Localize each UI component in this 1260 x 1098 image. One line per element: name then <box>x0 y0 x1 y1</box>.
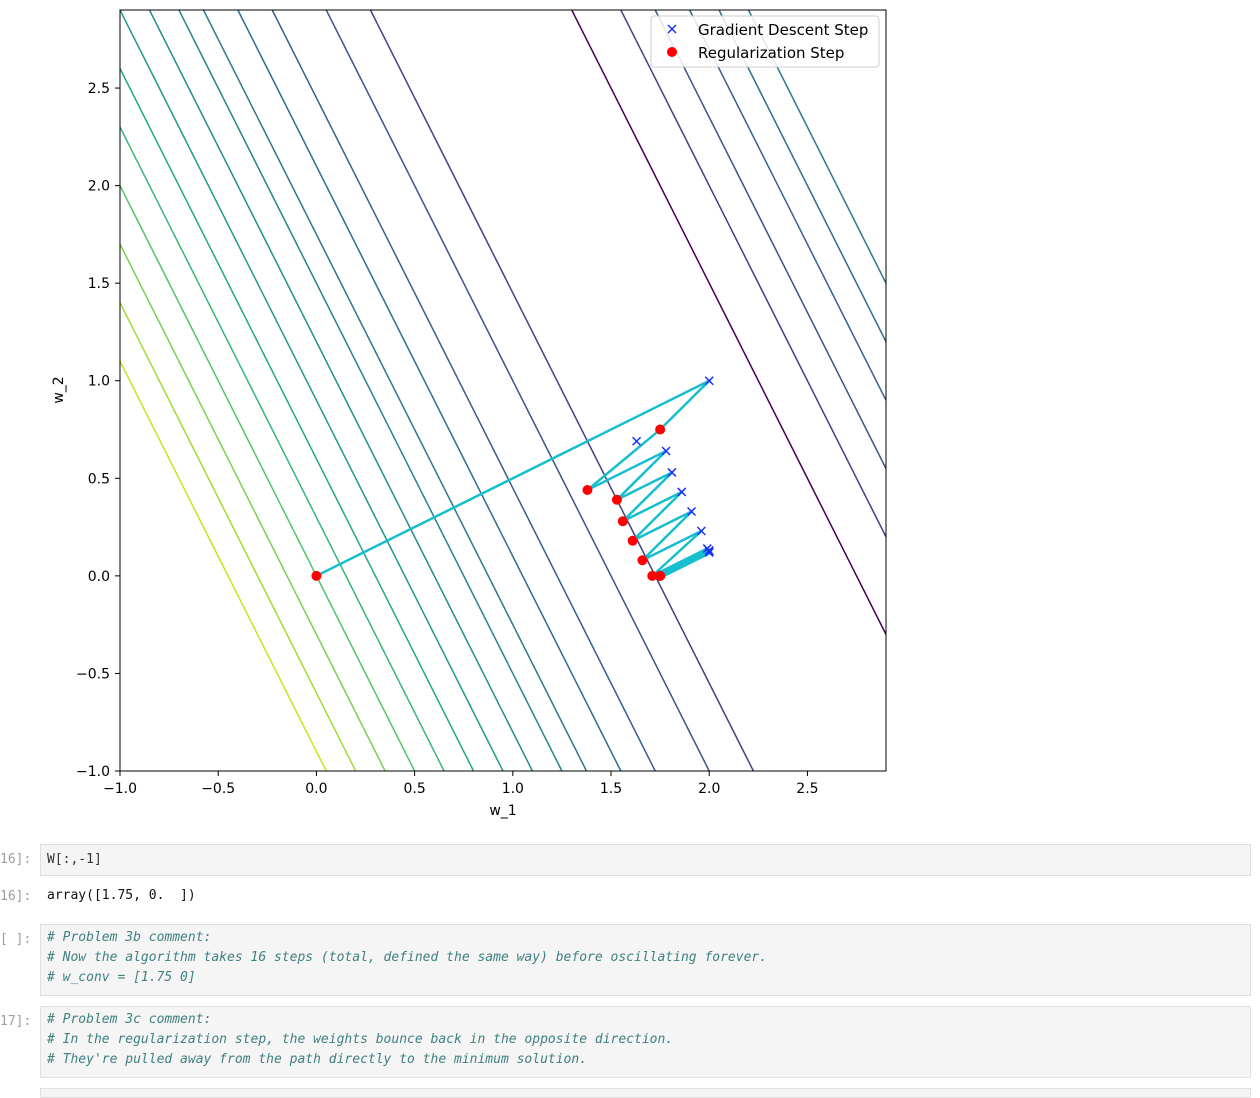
contour-line <box>120 301 357 771</box>
regularization-point <box>582 485 593 496</box>
x-marker-stroke <box>677 487 687 497</box>
contour-lines <box>120 10 886 771</box>
legend-x-stroke <box>667 24 677 34</box>
x-marker-stroke <box>661 446 671 456</box>
x-tick-label: −1.0 <box>103 781 137 797</box>
contour-line <box>570 10 886 637</box>
comment-line: # In the regularization step, the weight… <box>47 1032 674 1047</box>
cell-prompt: 17]: <box>0 1014 32 1029</box>
gradient-step-point <box>667 467 677 477</box>
code-line: W[:,-1] <box>47 852 102 867</box>
comment-line: # Problem 3c comment: <box>47 1012 212 1027</box>
regularization-point <box>611 494 622 505</box>
contour-line <box>120 10 504 771</box>
gradient-step-point <box>696 526 706 536</box>
contour-line <box>120 66 475 771</box>
x-tick-label: 0.0 <box>305 781 327 797</box>
x-marker-stroke <box>696 526 706 536</box>
contour-line <box>369 10 755 771</box>
gradient-step-point <box>704 376 714 386</box>
x-tick-label: 0.5 <box>403 781 425 797</box>
code-cell-3c: 17]: # Problem 3c comment: # In the regu… <box>0 1006 1260 1078</box>
x-tick-label: 2.5 <box>796 781 818 797</box>
contour-line <box>120 125 445 771</box>
y-tick-label: 0.0 <box>88 569 110 585</box>
contour-line <box>178 10 563 771</box>
optimization-path <box>315 379 713 579</box>
cell-prompt: 16]: <box>0 852 32 867</box>
contour-line <box>120 359 328 771</box>
y-axis-label: w_2 <box>51 376 67 403</box>
axes-frame <box>119 9 887 772</box>
regularization-point <box>655 570 666 581</box>
x-marker-stroke <box>704 547 714 557</box>
y-tick-label: −1.0 <box>76 764 110 780</box>
code-input-box[interactable] <box>40 1006 1251 1078</box>
contour-line <box>202 10 588 771</box>
x-marker-stroke <box>687 506 697 517</box>
regularization-point <box>637 555 648 566</box>
contour-line <box>747 10 886 285</box>
x-marker-stroke <box>704 376 714 386</box>
gradient-step-point <box>704 547 714 557</box>
gradient-step-point <box>677 487 687 497</box>
cell-prompt: [ ]: <box>0 932 32 947</box>
contour-line <box>620 10 886 539</box>
output-text: array([1.75, 0. ]) <box>47 888 196 903</box>
x-tick-label: −0.5 <box>201 781 235 797</box>
gradient-step-point <box>632 436 642 446</box>
x-tick-label: 1.5 <box>600 781 622 797</box>
regularization-point <box>617 516 628 527</box>
comment-line: # They're pulled away from the path dire… <box>47 1052 588 1067</box>
y-tick-label: 1.5 <box>88 276 110 292</box>
path-oscillation <box>657 548 713 579</box>
regularization-point <box>627 535 638 546</box>
contour-line <box>271 10 657 771</box>
contour-line <box>237 10 622 771</box>
x-axis-label: w_1 <box>489 803 516 819</box>
contour-plot: −1.0 −0.5 0.0 0.5 1.0 1.5 2.0 2.5 −1.0 −0.5 0.0 0.… <box>51 9 887 819</box>
code-cell-16: 16]: W[:,-1] <box>0 844 1260 876</box>
output-cell-16: 16]: array([1.75, 0. ]) <box>0 886 1260 908</box>
next-code-cell[interactable] <box>40 1088 1251 1098</box>
legend-reg-marker <box>667 47 677 57</box>
y-tick-label: 0.5 <box>88 471 110 487</box>
y-tick-label: 2.5 <box>88 81 110 97</box>
gradient-step-point <box>687 506 697 517</box>
y-tick-label: 2.0 <box>88 179 110 195</box>
regularization-point <box>311 570 322 581</box>
gradient-step-point <box>661 446 671 456</box>
legend-gd-label: Gradient Descent Step <box>698 21 868 39</box>
contour-line <box>688 10 886 402</box>
contour-line <box>120 242 386 771</box>
x-marker-stroke <box>667 467 677 477</box>
x-axis-ticks: −1.0 −0.5 0.0 0.5 1.0 1.5 2.0 2.5 <box>103 771 819 797</box>
step-markers <box>311 376 714 581</box>
legend-reg-label: Regularization Step <box>698 44 844 62</box>
regularization-point <box>647 570 658 581</box>
code-cell-3b: [ ]: # Problem 3b comment: # Now the alg… <box>0 924 1260 996</box>
contour-line <box>120 183 416 771</box>
legend: Gradient Descent Step Regularization Ste… <box>650 15 880 68</box>
legend-box <box>650 15 880 68</box>
contour-line <box>654 10 886 471</box>
output-prompt: 16]: <box>0 889 32 904</box>
code-input-box[interactable] <box>40 924 1251 996</box>
x-tick-label: 1.0 <box>502 781 524 797</box>
comment-line: # Now the algorithm takes 16 steps (tota… <box>47 950 768 965</box>
contour-line <box>718 10 886 344</box>
comment-line: # w_conv = [1.75 0] <box>47 970 196 985</box>
x-tick-label: 2.0 <box>698 781 720 797</box>
path-line <box>315 379 711 578</box>
contour-line <box>325 10 711 771</box>
y-tick-label: −0.5 <box>76 666 110 682</box>
y-tick-label: 1.0 <box>88 374 110 390</box>
regularization-point <box>655 424 666 435</box>
legend-gd-marker <box>667 24 677 34</box>
x-marker-stroke <box>632 436 642 446</box>
code-input-box[interactable] <box>40 844 1251 876</box>
y-axis-ticks: −1.0 −0.5 0.0 0.5 1.0 1.5 2.0 2.5 <box>76 81 120 780</box>
comment-line: # Problem 3b comment: <box>47 930 212 945</box>
contour-line <box>148 10 534 771</box>
